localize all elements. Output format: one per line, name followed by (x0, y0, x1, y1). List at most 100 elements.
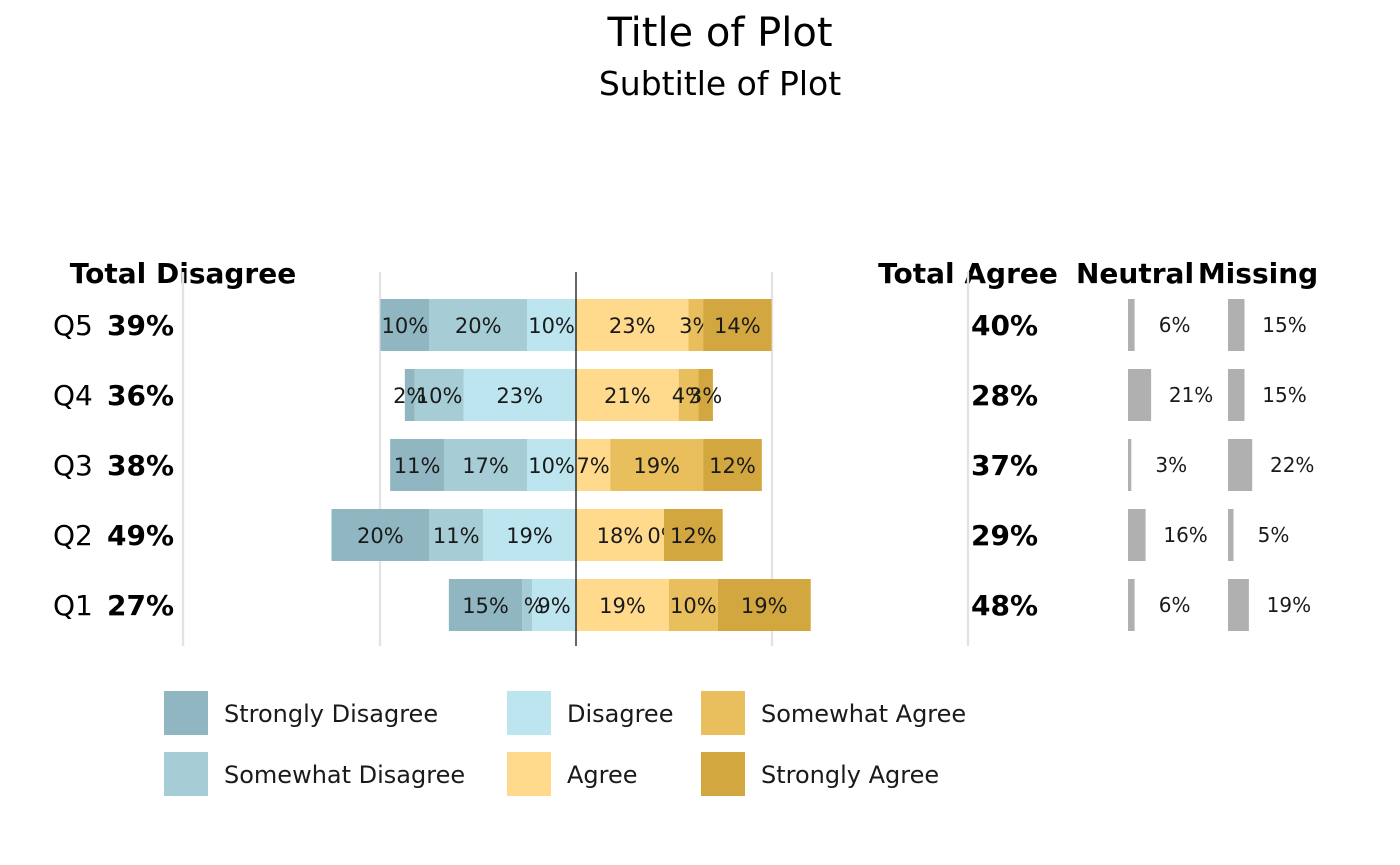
total-disagree-value: 39% (107, 309, 174, 342)
missing-label: 15% (1262, 383, 1306, 407)
bar-strongly-disagree (380, 299, 430, 351)
row-q1: Q1 27% 9%2%15% 19% 10% 19% 48% 6% 19% (53, 579, 1311, 631)
legend-label: Somewhat Agree (761, 700, 966, 728)
bar-strongly-disagree (390, 439, 444, 491)
bar-agree (576, 439, 611, 491)
chart-title: Title of Plot (606, 10, 832, 56)
bar-disagree (527, 439, 576, 491)
bar-disagree (463, 369, 576, 421)
bar-disagree (483, 509, 576, 561)
bar-somewhat-disagree (443, 439, 528, 491)
bar-somewhat-disagree (414, 369, 464, 421)
neutral-label: 21% (1169, 383, 1213, 407)
bar-label-strongly-agree: 19% (741, 594, 788, 618)
neutral-bar (1128, 579, 1135, 631)
bar-label-somewhat-agree: 10% (670, 594, 717, 618)
bar-label-agree: 7% (576, 454, 609, 478)
total-agree-value: 48% (971, 589, 1038, 622)
question-label: Q5 (53, 309, 93, 342)
bar-label-disagree: 10% (528, 454, 575, 478)
bar-label-strongly-disagree: 15% (462, 594, 509, 618)
chart-subtitle: Subtitle of Plot (599, 64, 841, 103)
bar-agree (576, 579, 669, 631)
legend-item-strongly-disagree: Strongly Disagree (164, 691, 438, 735)
legend-item-strongly-agree: Strongly Agree (701, 752, 939, 796)
neutral-label: 6% (1159, 313, 1191, 337)
bar-agree (576, 369, 679, 421)
bar-somewhat-agree (678, 369, 699, 421)
neutral-label: 16% (1163, 523, 1207, 547)
legend-swatch (507, 752, 551, 796)
bar-label-somewhat-disagree: 11% (433, 524, 480, 548)
bar-strongly-disagree (331, 509, 430, 561)
bar-label-strongly-disagree: 2% (393, 384, 426, 408)
bar-label-disagree: 10% (528, 314, 575, 338)
bar-disagree (527, 299, 576, 351)
missing-label: 5% (1258, 523, 1290, 547)
bar-label-strongly-agree: 12% (709, 454, 756, 478)
question-label: Q2 (53, 519, 93, 552)
bar-somewhat-agree (688, 299, 704, 351)
legend-item-disagree: Disagree (507, 691, 673, 735)
legend-swatch (701, 752, 745, 796)
legend-swatch (507, 691, 551, 735)
bar-label-somewhat-disagree: 10% (416, 384, 463, 408)
bar-strongly-agree (703, 299, 772, 351)
bar-strongly-disagree (404, 369, 415, 421)
bar-label-agree: 18% (597, 524, 644, 548)
total-disagree-value: 36% (107, 379, 174, 412)
bar-label-agree: 21% (604, 384, 651, 408)
bar-label-disagree: 23% (496, 384, 543, 408)
total-agree-value: 29% (971, 519, 1038, 552)
total-disagree-value: 27% (107, 589, 174, 622)
legend-item-somewhat-disagree: Somewhat Disagree (164, 752, 465, 796)
missing-label: 15% (1262, 313, 1306, 337)
legend-item-somewhat-agree: Somewhat Agree (701, 691, 966, 735)
bar-agree (576, 509, 665, 561)
bar-label-agree: 19% (599, 594, 646, 618)
bar-label-somewhat-disagree: 17% (462, 454, 509, 478)
legend: Strongly Disagree Somewhat Disagree Disagr… (164, 691, 966, 796)
bar-label-strongly-agree: 3% (689, 384, 722, 408)
bar-label-strongly-disagree: 20% (357, 524, 404, 548)
legend-label: Disagree (567, 700, 673, 728)
legend-label: Somewhat Disagree (224, 761, 465, 789)
bar-strongly-agree (703, 439, 762, 491)
neutral-label: 3% (1155, 453, 1187, 477)
legend-label: Agree (567, 761, 638, 789)
header-neutral-clip: Neutral (1076, 257, 1193, 290)
neutral-bar (1128, 439, 1132, 491)
question-label: Q4 (53, 379, 93, 412)
neutral-bar (1128, 509, 1146, 561)
legend-swatch (164, 691, 208, 735)
bar-label-strongly-agree: 12% (670, 524, 717, 548)
row-q3: Q3 38% 10% 17% 11% 7% 19% 12% 37% 3% 22% (53, 439, 1314, 491)
neutral-bar (1128, 369, 1152, 421)
question-label: Q1 (53, 589, 93, 622)
bar-label-strongly-disagree: 11% (394, 454, 441, 478)
header-missing: Missing (1198, 257, 1318, 290)
row-q4: Q4 36% 23%10%2% 21% 4%3% 28% 21% 15% (53, 369, 1307, 421)
total-disagree-value: 38% (107, 449, 174, 482)
column-headers: Total Disagree Total Agree Neutral Missi… (70, 257, 1318, 290)
legend-swatch (701, 691, 745, 735)
row-q5: Q5 39% 10%20%10% 23% 3% 14% 40% 6% 15% (53, 299, 1307, 351)
missing-bar (1228, 369, 1245, 421)
bar-somewhat-agree (610, 439, 704, 491)
bar-label-strongly-disagree: 10% (382, 314, 429, 338)
bar-label-somewhat-disagree: 20% (455, 314, 502, 338)
bar-somewhat-disagree (429, 299, 528, 351)
legend-label: Strongly Agree (761, 761, 939, 789)
neutral-label: 6% (1159, 593, 1191, 617)
rows: Q5 39% 10% 20% 10% 23% 3% 14% 40% 6% 15% Q4 36% 23% 10… (53, 272, 1314, 646)
question-label: Q3 (53, 449, 93, 482)
missing-bar (1228, 579, 1249, 631)
bar-label-disagree: 19% (506, 524, 553, 548)
legend-item-agree: Agree (507, 752, 638, 796)
bar-somewhat-disagree (429, 509, 484, 561)
total-agree-value: 28% (971, 379, 1038, 412)
bar-label-somewhat-agree: 19% (633, 454, 680, 478)
bar-label-agree: 23% (609, 314, 656, 338)
